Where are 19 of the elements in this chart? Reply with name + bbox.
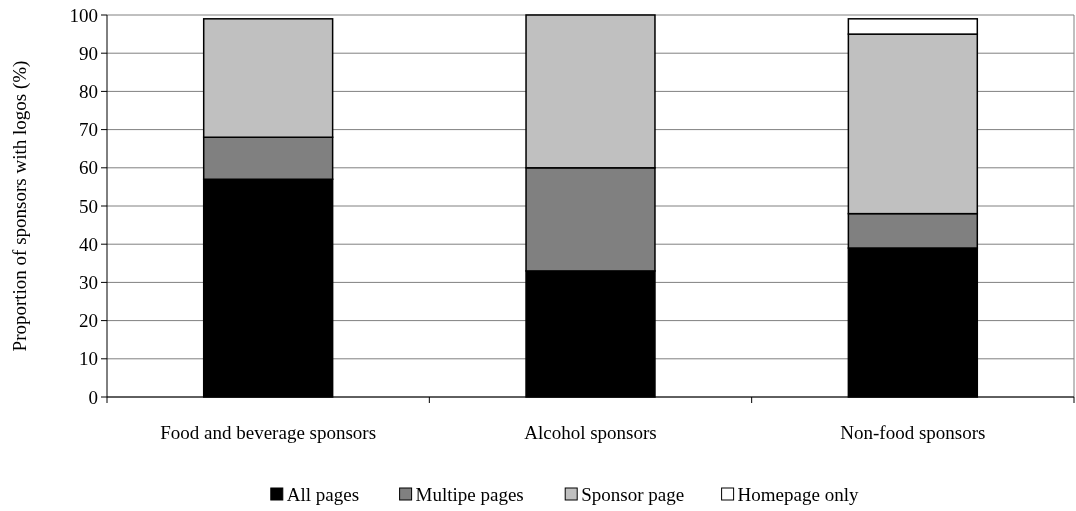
x-tick-label: Alcohol sponsors [524, 422, 657, 443]
x-tick-label: Non-food sponsors [840, 422, 986, 443]
y-tick-label: 50 [79, 195, 98, 217]
y-tick-label: 100 [69, 4, 98, 26]
y-tick-label: 40 [79, 233, 98, 255]
y-axis-title: Proportion of sponsors with logos (%) [9, 60, 31, 352]
legend-label: Sponsor page [581, 483, 685, 505]
y-tick-label: 90 [79, 42, 98, 64]
legend-label: Homepage only [737, 483, 859, 505]
y-tick-label: 80 [79, 81, 98, 103]
x-tick-label: Food and beverage sponsors [160, 422, 377, 443]
y-tick-label: 30 [79, 272, 98, 294]
y-tick-label: 10 [79, 348, 98, 370]
y-tick-label: 20 [79, 310, 98, 332]
y-tick-label: 0 [88, 386, 98, 408]
y-tick-label: 70 [79, 119, 98, 141]
y-tick-label: 60 [79, 157, 98, 179]
legend-label: Multipe pages [415, 483, 524, 505]
legend-label: All pages [286, 483, 360, 505]
